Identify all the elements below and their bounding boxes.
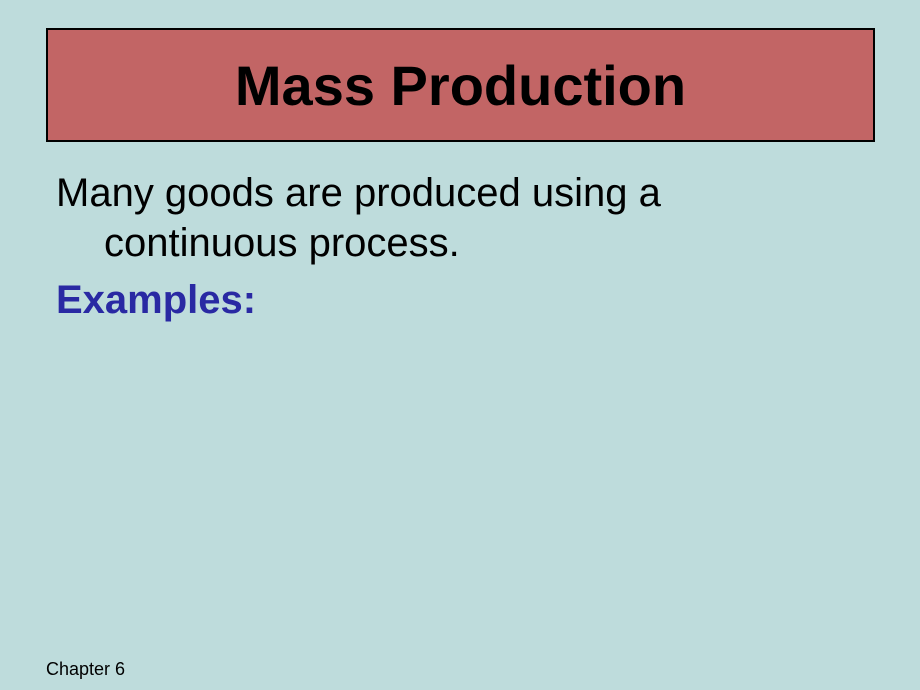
body-line-1: Many goods are produced using a [56, 168, 866, 218]
examples-heading: Examples: [56, 278, 256, 323]
slide-title: Mass Production [235, 53, 686, 118]
title-box: Mass Production [46, 28, 875, 142]
slide-footer: Chapter 6 [46, 659, 125, 680]
body-line-2: continuous process. [56, 218, 866, 268]
body-paragraph: Many goods are produced using a continuo… [56, 168, 866, 268]
